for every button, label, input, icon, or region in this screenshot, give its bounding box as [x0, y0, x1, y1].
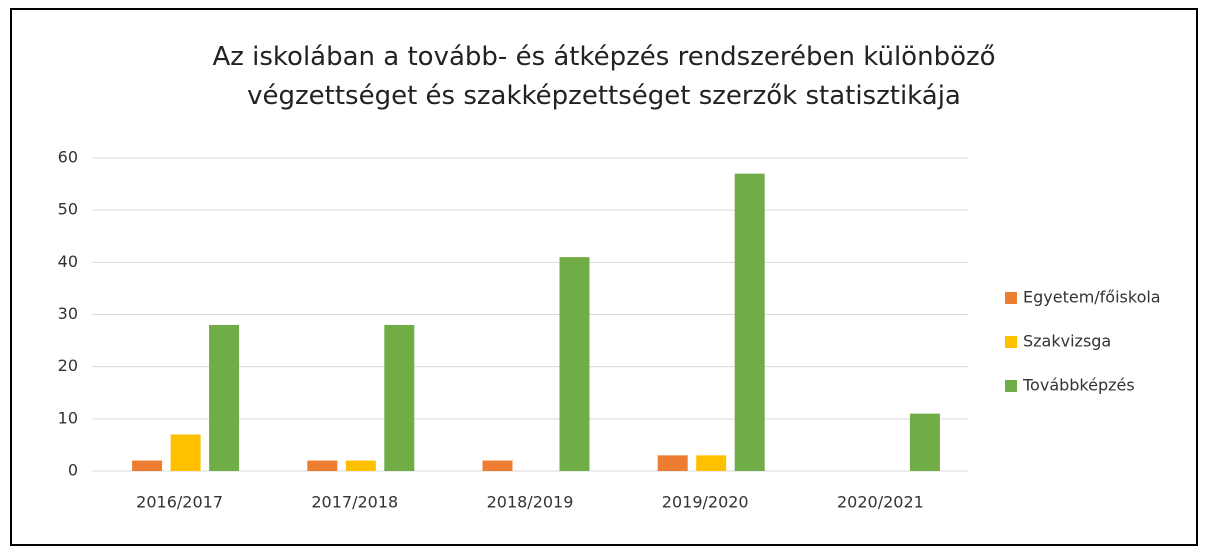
bar: [657, 455, 688, 471]
chart-title: Az iskolában a tovább- és átképzés rends…: [212, 42, 996, 111]
bar: [734, 173, 765, 471]
bar: [132, 460, 163, 471]
x-tick-label: 2017/2018: [311, 493, 398, 512]
y-tick-label: 40: [58, 252, 78, 271]
bar: [307, 460, 338, 471]
x-tick-label: 2020/2021: [837, 493, 924, 512]
y-tick-label: 20: [58, 356, 78, 375]
bar: [384, 324, 415, 471]
bar: [345, 460, 376, 471]
x-tick-label: 2019/2020: [662, 493, 749, 512]
y-tick-label: 0: [68, 461, 78, 480]
bar: [482, 460, 513, 471]
chart-frame: [10, 8, 1198, 546]
y-tick-label: 10: [58, 408, 78, 427]
bar: [170, 434, 201, 471]
x-tick-label: 2018/2019: [487, 493, 574, 512]
x-tick-label: 2016/2017: [136, 493, 223, 512]
legend-label: Szakvizsga: [1023, 332, 1111, 351]
bar: [209, 324, 240, 471]
legend-swatch: [1005, 336, 1017, 348]
legend-swatch: [1005, 380, 1017, 392]
y-tick-label: 30: [58, 304, 78, 323]
bar: [559, 257, 590, 471]
legend-swatch: [1005, 292, 1017, 304]
bar: [909, 413, 940, 471]
legend-label: Egyetem/főiskola: [1023, 288, 1161, 307]
legend-label: Továbbképzés: [1022, 376, 1135, 395]
bar: [696, 455, 727, 471]
y-tick-label: 50: [58, 200, 78, 219]
y-tick-label: 60: [58, 148, 78, 167]
